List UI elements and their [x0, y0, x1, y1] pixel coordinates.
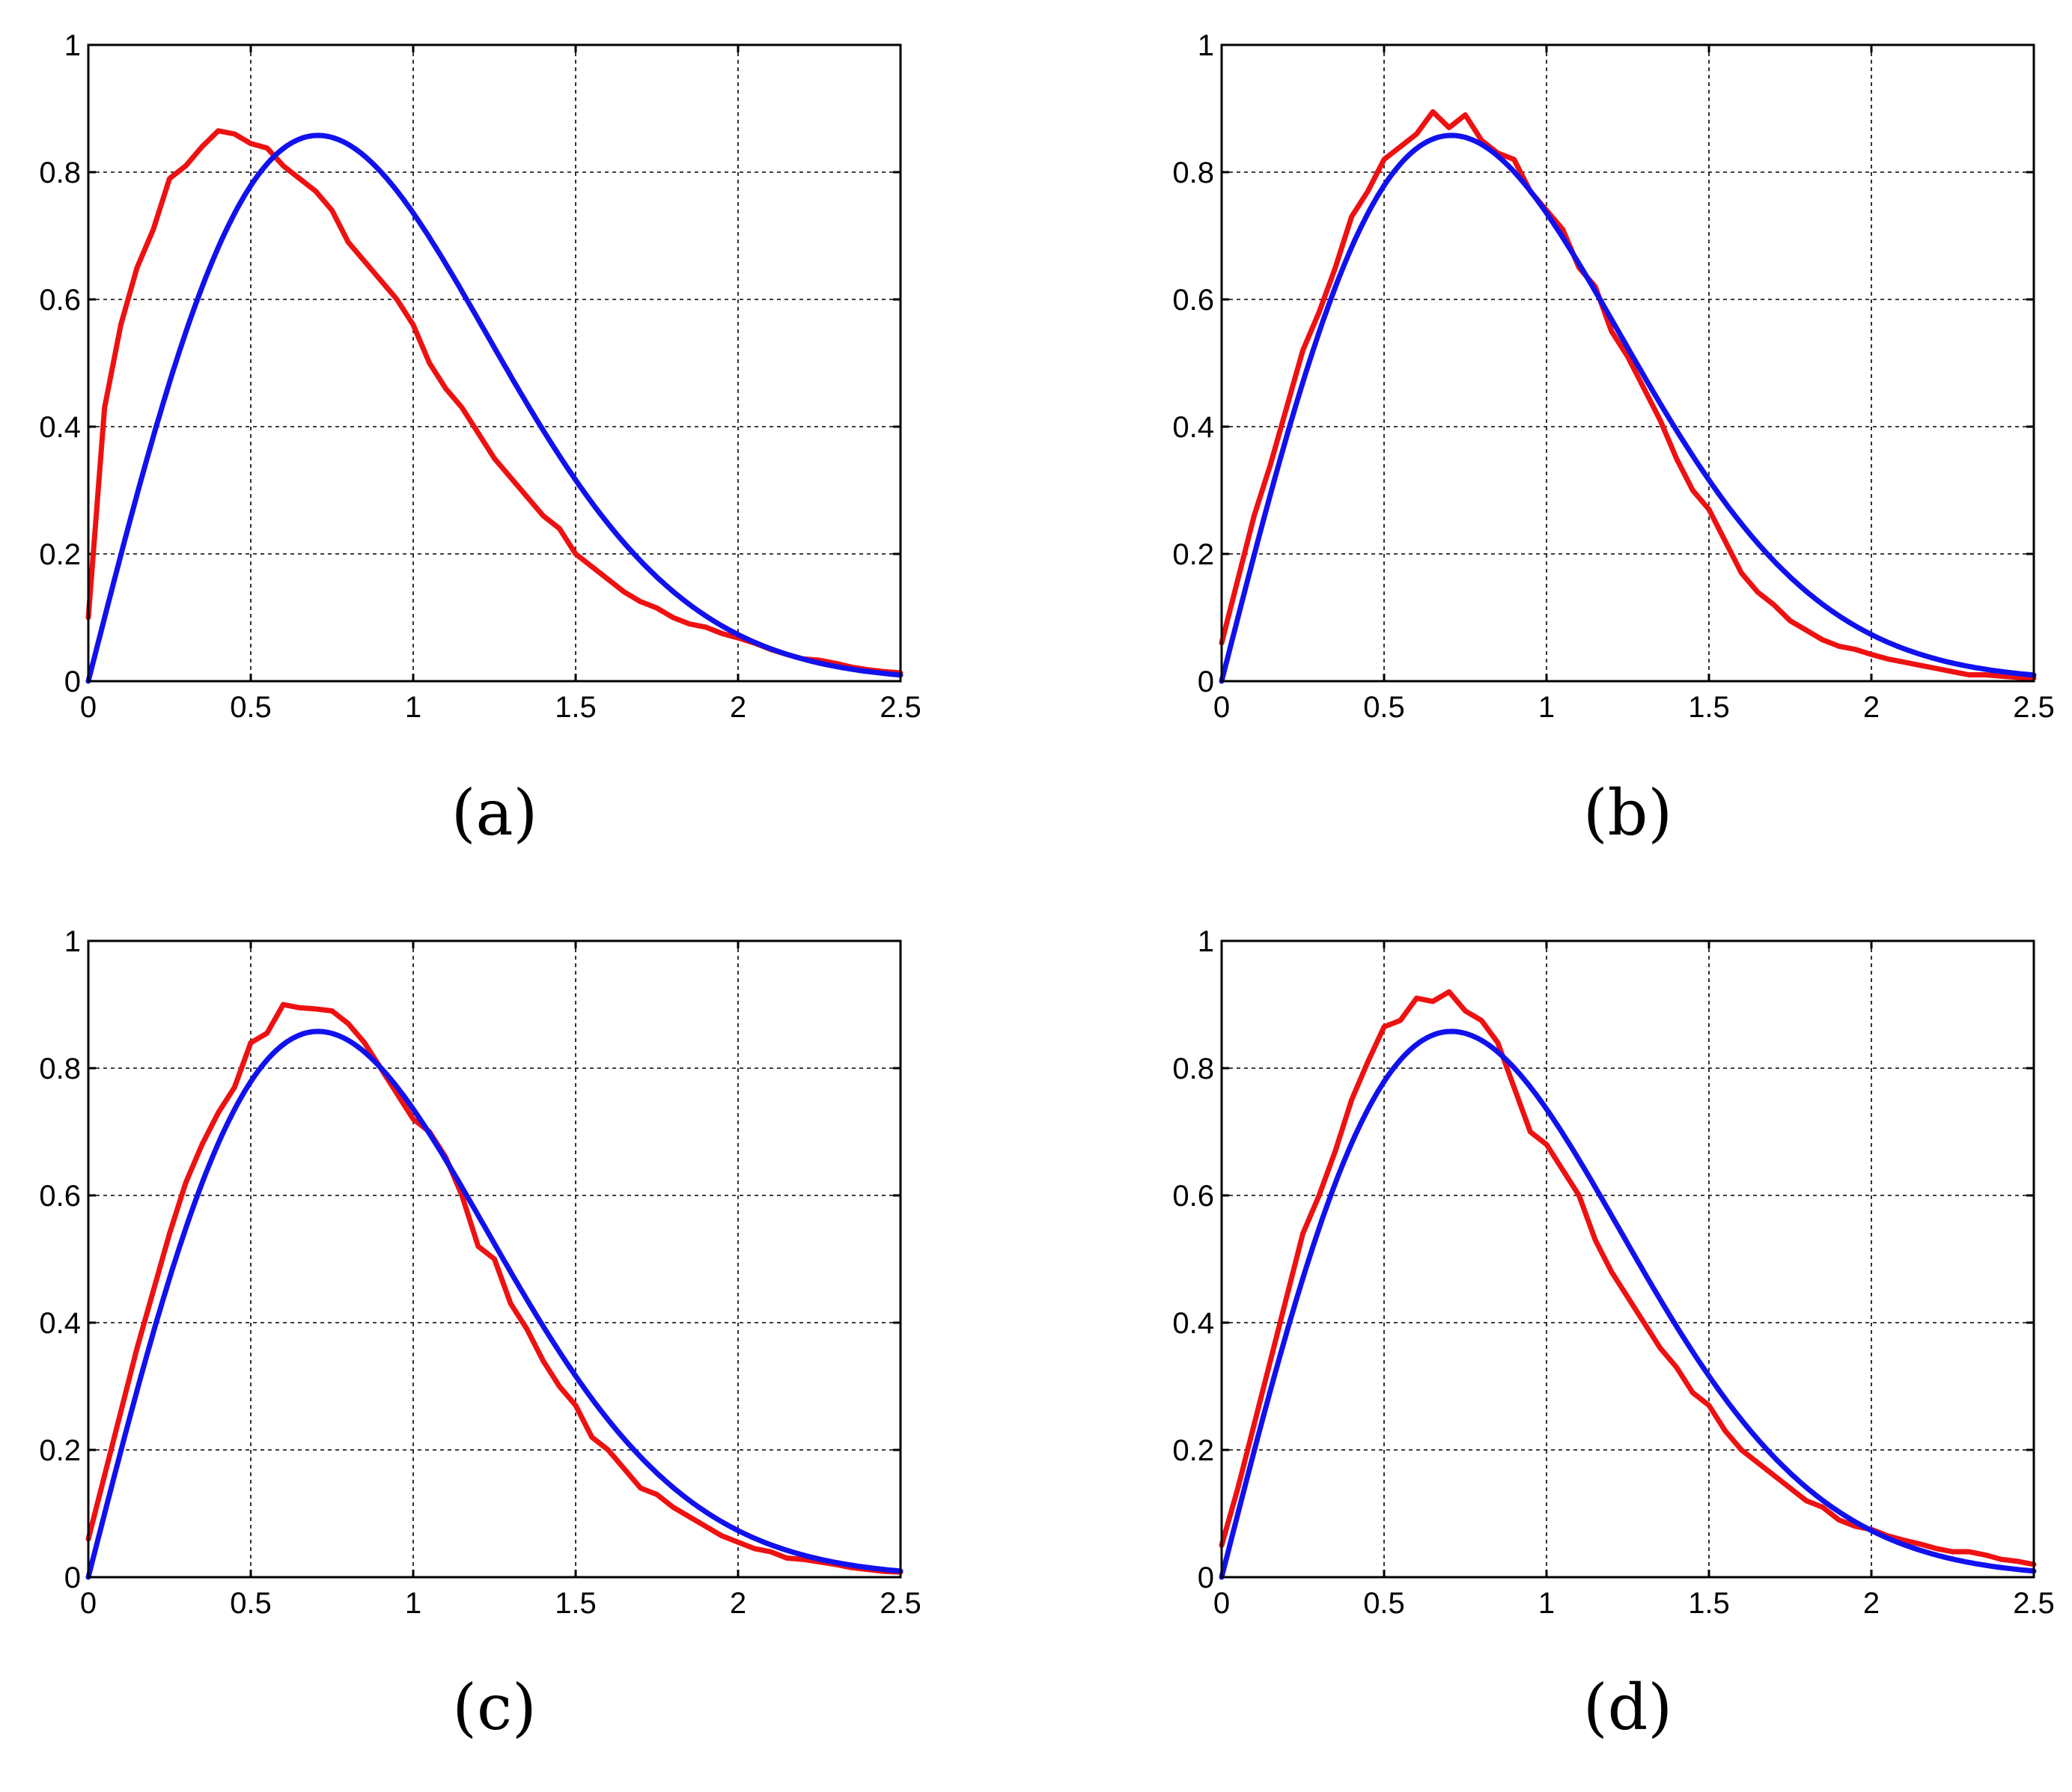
- y-tick-label: 0.4: [39, 1307, 81, 1340]
- x-tick-label: 2.5: [2013, 1587, 2055, 1620]
- y-tick-label: 0.4: [1172, 411, 1214, 444]
- x-tick-label: 0.5: [1363, 1587, 1405, 1620]
- y-tick-label: 1: [64, 29, 81, 62]
- y-tick-label: 0.2: [1172, 1434, 1214, 1467]
- x-tick-label: 1.5: [555, 691, 597, 724]
- y-tick-label: 0.8: [39, 156, 81, 189]
- x-tick-label: 0: [1213, 1587, 1230, 1620]
- empirical-curve: [1219, 109, 2037, 681]
- x-tick-label: 1.5: [555, 1587, 597, 1620]
- y-tick-label: 0: [1198, 665, 1214, 698]
- x-tick-label: 2: [730, 691, 746, 724]
- y-tick-label: 0.2: [1172, 538, 1214, 571]
- y-tick-label: 1: [64, 925, 81, 958]
- x-tick-label: 0.5: [230, 691, 272, 724]
- x-tick-label: 1: [1538, 1587, 1555, 1620]
- y-tick-label: 0.2: [39, 538, 81, 571]
- empirical-curve: [1219, 989, 2037, 1567]
- subplot-caption: (d): [1583, 1671, 1672, 1744]
- x-tick-label: 1: [405, 691, 421, 724]
- y-tick-label: 0.4: [1172, 1307, 1214, 1340]
- subplot-caption: (c): [452, 1671, 537, 1744]
- x-tick-label: 0: [80, 691, 97, 724]
- theoretical-curve: [1219, 1028, 2037, 1580]
- y-tick-label: 0.6: [39, 1180, 81, 1213]
- y-tick-label: 1: [1198, 29, 1214, 62]
- plot-frame: [1220, 939, 2035, 1579]
- y-tick-label: 0.8: [1172, 1052, 1214, 1085]
- theoretical-curve: [85, 132, 904, 684]
- y-tick-label: 0.4: [39, 411, 81, 444]
- x-tick-label: 0.5: [230, 1587, 272, 1620]
- plot-frame: [87, 43, 902, 683]
- y-tick-label: 0: [1198, 1561, 1214, 1594]
- x-tick-label: 2: [1863, 1587, 1880, 1620]
- y-tick-label: 0.8: [39, 1052, 81, 1085]
- y-tick-label: 0: [64, 665, 81, 698]
- x-tick-label: 2: [730, 1587, 746, 1620]
- plot-frame: [1220, 43, 2035, 683]
- x-tick-label: 2.5: [880, 1587, 921, 1620]
- subplot-d: 0 0.5 1 1.5 2 2.5 0 0.2 0.4 0.6 0.8 1 (d): [1172, 925, 2054, 1744]
- subplot-c: 0 0.5 1 1.5 2 2.5 0 0.2 0.4 0.6 0.8 1 (c): [39, 925, 921, 1744]
- y-tick-label: 0.6: [39, 284, 81, 317]
- x-tick-label: 0: [1213, 691, 1230, 724]
- subplot-caption: (a): [451, 776, 538, 850]
- subplot-b: 0 0.5 1 1.5 2 2.5 0 0.2 0.4 0.6 0.8 1 (b): [1172, 29, 2054, 850]
- subplot-a: 0 0.5 1 1.5 2 2.5 0 0.2 0.4 0.6 0.8 1 (a): [39, 29, 921, 850]
- x-tick-label: 2.5: [880, 691, 921, 724]
- x-tick-label: 1.5: [1688, 691, 1730, 724]
- empirical-curve: [85, 128, 904, 676]
- theoretical-curve: [85, 1028, 904, 1580]
- y-tick-label: 0.6: [1172, 284, 1214, 317]
- x-tick-label: 1: [405, 1587, 421, 1620]
- y-tick-label: 0: [64, 1561, 81, 1594]
- x-tick-label: 0: [80, 1587, 97, 1620]
- x-tick-label: 2.5: [2013, 691, 2055, 724]
- y-tick-label: 0.8: [1172, 156, 1214, 189]
- y-tick-label: 0.2: [39, 1434, 81, 1467]
- subplot-caption: (b): [1583, 776, 1672, 850]
- x-tick-label: 2: [1863, 691, 1880, 724]
- x-tick-label: 1: [1538, 691, 1555, 724]
- empirical-curve: [85, 1002, 904, 1575]
- x-tick-label: 0.5: [1363, 691, 1405, 724]
- x-tick-label: 1.5: [1688, 1587, 1730, 1620]
- y-tick-label: 1: [1198, 925, 1214, 958]
- theoretical-curve: [1219, 132, 2037, 684]
- plot-frame: [87, 939, 902, 1579]
- y-tick-label: 0.6: [1172, 1180, 1214, 1213]
